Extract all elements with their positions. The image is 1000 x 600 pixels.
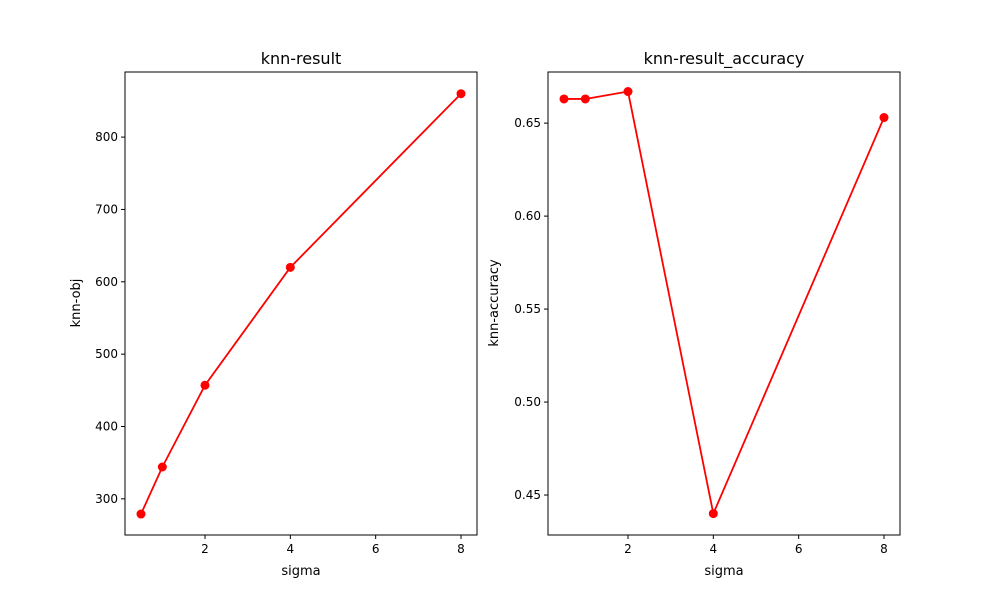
x-tick-label: 6: [795, 542, 803, 556]
y-tick-label: 300: [95, 492, 118, 506]
x-tick-label: 2: [624, 542, 632, 556]
x-tick-label: 8: [880, 542, 888, 556]
y-tick-label: 600: [95, 275, 118, 289]
y-axis-label: knn-obj: [69, 279, 84, 328]
chart-knn-result: knn-result sigma knn-obj 2 4 6 8 300 400 500 60…: [69, 49, 478, 579]
data-point: [708, 509, 718, 519]
data-point: [456, 89, 466, 99]
y-tick-label: 0.50: [514, 395, 541, 409]
x-axis-label: sigma: [281, 564, 320, 579]
chart-title: knn-result: [261, 49, 342, 68]
data-point: [559, 94, 569, 104]
y-tick-label: 500: [95, 347, 118, 361]
data-point: [879, 113, 889, 123]
series-line: [564, 90, 885, 517]
data-point: [580, 94, 590, 104]
series-line: [140, 93, 462, 515]
plot-frame: [124, 71, 478, 536]
y-tick-label: 0.60: [514, 209, 541, 223]
y-tick-label: 800: [95, 130, 118, 144]
chart-title: knn-result_accuracy: [644, 49, 805, 69]
y-tick-label: 0.65: [514, 116, 541, 130]
x-axis-label: sigma: [704, 564, 743, 579]
chart-knn-result-accuracy: knn-result_accuracy sigma knn-accuracy 2…: [487, 49, 901, 579]
x-tick-label: 6: [372, 542, 380, 556]
data-point: [623, 87, 633, 97]
y-tick-label: 0.55: [514, 302, 541, 316]
data-point: [157, 462, 167, 472]
y-tick-label: 700: [95, 202, 118, 216]
data-point: [200, 380, 210, 390]
y-tick-label: 0.45: [514, 488, 541, 502]
data-point: [285, 262, 295, 272]
x-tick-label: 2: [201, 542, 209, 556]
x-tick-label: 4: [287, 542, 295, 556]
data-point: [136, 509, 146, 519]
y-axis-label: knn-accuracy: [487, 259, 502, 347]
y-tick-label: 400: [95, 419, 118, 433]
x-tick-label: 8: [457, 542, 465, 556]
x-tick-label: 4: [710, 542, 718, 556]
plot-frame: [547, 71, 901, 536]
